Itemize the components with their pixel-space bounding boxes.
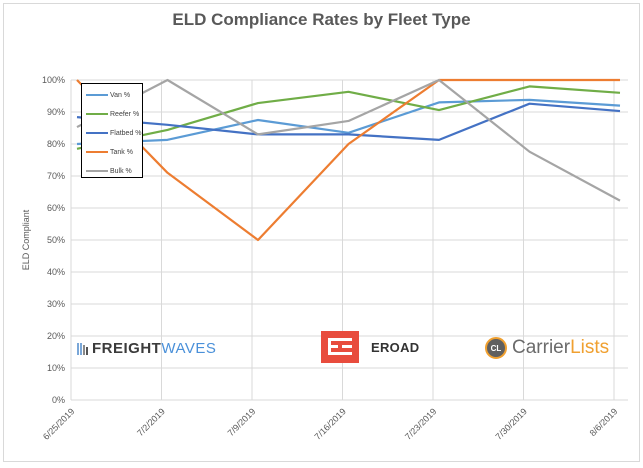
x-tick-label: 7/16/2019	[313, 406, 348, 441]
x-tick-label: 8/6/2019	[588, 406, 620, 438]
legend: Van % Reefer % Flatbed % Tank % Bulk %	[81, 83, 143, 178]
legend-label: Van %	[110, 91, 131, 99]
eroad-e-icon	[321, 331, 359, 363]
x-tick-label: 7/23/2019	[403, 406, 438, 441]
legend-item: Van %	[86, 89, 130, 101]
carrierlists-text-carrier: Carrier	[512, 337, 571, 358]
y-tick-labels: 0% 10% 20% 30% 40% 50% 60% 70% 80% 90% 100%	[42, 75, 65, 405]
y-tick-label: 100%	[42, 75, 65, 85]
series-lines	[76, 78, 621, 242]
y-tick-label: 50%	[47, 235, 65, 245]
y-tick-label: 70%	[47, 171, 65, 181]
legend-item: Reefer %	[86, 108, 139, 120]
legend-swatch	[86, 113, 108, 115]
legend-item: Tank %	[86, 146, 133, 158]
carrierlists-text-lists: Lists	[570, 337, 610, 358]
y-tick-label: 10%	[47, 363, 65, 373]
legend-label: Reefer %	[110, 110, 140, 118]
legend-swatch	[86, 170, 108, 172]
chart-title: ELD Compliance Rates by Fleet Type	[172, 10, 471, 29]
x-tick-label: 7/2/2019	[135, 406, 167, 438]
x-tick-label: 7/30/2019	[494, 406, 529, 441]
legend-label: Flatbed %	[110, 129, 142, 137]
y-tick-label: 40%	[47, 267, 65, 277]
y-tick-label: 60%	[47, 203, 65, 213]
eroad-text: EROAD	[371, 339, 420, 355]
legend-swatch	[86, 132, 108, 134]
legend-label: Bulk %	[110, 167, 132, 175]
legend-item: Bulk %	[86, 165, 132, 177]
grid-lines	[70, 79, 628, 401]
bars-icon	[77, 342, 89, 355]
y-tick-label: 0%	[52, 395, 65, 405]
freightwaves-text-waves: WAVES	[161, 340, 217, 357]
legend-item: Flatbed %	[86, 127, 142, 139]
x-tick-label: 7/9/2019	[226, 406, 258, 438]
eroad-logo: EROAD	[321, 331, 419, 363]
legend-label: Tank %	[110, 148, 133, 156]
freightwaves-text-freight: FREIGHT	[92, 340, 162, 357]
y-tick-label: 20%	[47, 331, 65, 341]
cl-badge-icon: CL	[485, 337, 507, 359]
x-tick-label: 6/25/2019	[41, 406, 76, 441]
legend-swatch	[86, 94, 108, 96]
carrierlists-logo: CL Carrier Lists	[485, 337, 609, 359]
y-tick-label: 90%	[47, 107, 65, 117]
y-tick-label: 80%	[47, 139, 65, 149]
x-tick-labels: 6/25/2019 7/2/2019 7/9/2019 7/16/2019 7/23/2…	[41, 406, 619, 441]
legend-swatch	[86, 151, 108, 153]
freightwaves-logo: FREIGHT WAVES	[77, 340, 216, 357]
y-tick-label: 30%	[47, 299, 65, 309]
